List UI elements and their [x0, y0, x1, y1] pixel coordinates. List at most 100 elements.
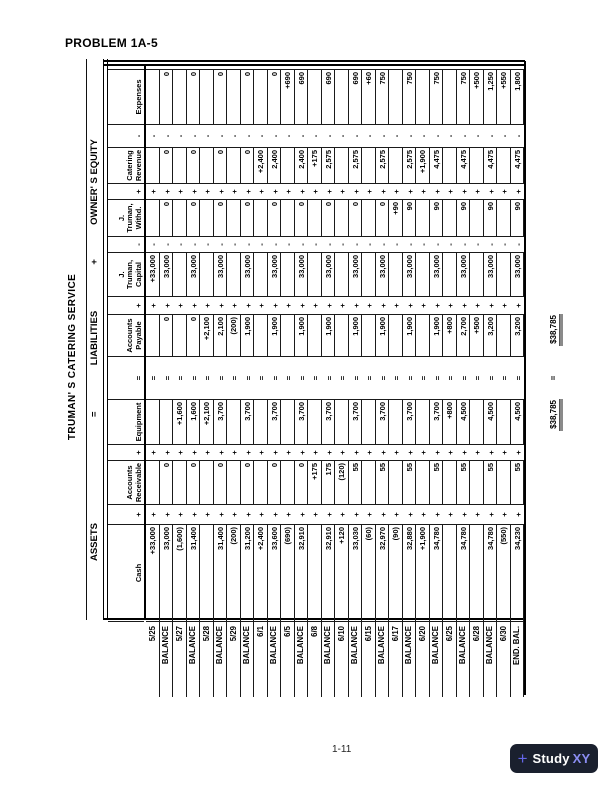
amount-cell	[335, 147, 349, 184]
amount-cell	[335, 69, 349, 125]
amount-cell	[362, 460, 376, 505]
worksheet-row: 5/28 + + +2,100 = +2,100 + - + -	[200, 69, 214, 697]
amount-cell: 55	[510, 460, 524, 505]
worksheet-row: 6/20 +1,900 + + = + - + +1,900-	[416, 69, 430, 697]
amount-cell	[443, 147, 457, 184]
amount-cell	[254, 69, 268, 125]
operator-cell: +	[270, 189, 280, 194]
operator-cell: +	[392, 450, 401, 455]
worksheet-row: 6/28 + + = +500 + - + - +500	[470, 69, 484, 697]
operator-cell: +	[338, 303, 347, 308]
operator-cell: +	[216, 450, 226, 455]
worksheet-row: 5/29 (200) + + = (200) + - + -	[227, 69, 241, 697]
date-cell: END. BAL.	[510, 622, 524, 697]
amount-cell: (90)	[389, 524, 403, 622]
amount-cell: +550	[497, 69, 511, 125]
amount-cell	[335, 399, 349, 445]
date-cell: BALANCE	[186, 622, 200, 697]
operator-cell: +	[351, 450, 361, 455]
amount-cell	[173, 314, 187, 357]
amount-cell: +33,000	[146, 524, 160, 622]
amount-cell: 0	[240, 147, 254, 184]
amount-cell: 4,500	[483, 399, 497, 445]
operator-cell: +	[513, 450, 523, 455]
amount-cell	[173, 147, 187, 184]
column-label: Expenses	[108, 69, 144, 125]
header-operator: +	[133, 303, 143, 308]
amount-cell: 0	[267, 460, 281, 505]
operator-cell: =	[162, 375, 172, 381]
operator-cell: -	[311, 243, 320, 246]
operator-cell: +	[446, 450, 455, 455]
amount-cell	[389, 69, 403, 125]
operator-cell: +	[432, 512, 442, 517]
operator-cell: +	[216, 189, 226, 194]
amount-cell	[335, 252, 349, 297]
amount-cell: 3,700	[240, 399, 254, 445]
amount-cell	[173, 460, 187, 505]
operator-cell: +	[162, 303, 172, 308]
operator-cell: -	[365, 134, 374, 138]
operator-cell: +	[338, 512, 347, 517]
amount-cell: 55	[375, 460, 389, 505]
amount-cell	[470, 524, 484, 622]
amount-cell	[146, 147, 160, 184]
amount-cell	[389, 147, 403, 184]
table-top-rule	[86, 59, 87, 620]
amount-cell: 31,400	[213, 524, 227, 622]
amount-cell: 3,200	[483, 314, 497, 357]
operator-cell: -	[189, 134, 199, 138]
operator-cell: +	[311, 450, 320, 455]
amount-cell	[389, 399, 403, 445]
amount-cell	[497, 252, 511, 297]
operator-cell: -	[392, 134, 401, 138]
amount-cell: 0	[186, 69, 200, 125]
operator-cell: +	[243, 303, 253, 308]
amount-cell: 0	[186, 460, 200, 505]
operator-cell: =	[297, 375, 307, 381]
operator-cell: +	[473, 512, 482, 517]
amount-cell	[200, 252, 214, 297]
operator-cell: -	[338, 243, 347, 246]
worksheet-row: BALANCE 31,200 +0 +3,700 = 1,900 +33,000 - 0 +0 - 0	[240, 69, 254, 697]
section-liabilities: = LIABILITIES +	[89, 259, 100, 417]
amount-cell: 4,475	[456, 147, 470, 184]
operator-cell: +	[378, 303, 388, 308]
operator-cell: +	[324, 189, 334, 194]
operator-cell: +	[486, 189, 496, 194]
amount-cell	[146, 399, 160, 445]
operator-cell: +	[432, 189, 442, 194]
amount-cell: 0	[213, 199, 227, 237]
amount-cell: 0	[159, 460, 173, 505]
date-cell: BALANCE	[402, 622, 416, 697]
column-label: Accounts Payable	[108, 314, 144, 357]
date-cell: 6/30	[497, 622, 511, 697]
amount-cell: +1,600	[173, 399, 187, 445]
operator-cell: +	[365, 512, 374, 517]
date-cell: 6/1	[254, 622, 268, 697]
worksheet-row: BALANCE 31,400 +0 +3,700 = 2,100 +33,000 - 0 +0 - 0	[213, 69, 227, 697]
amount-cell: 32,910	[321, 524, 335, 622]
operator-cell: +	[203, 189, 212, 194]
operator-cell: -	[500, 243, 509, 246]
operator-cell: =	[378, 375, 388, 381]
amount-cell: 33,600	[267, 524, 281, 622]
operator-cell: +	[419, 512, 428, 517]
amount-cell: +120	[335, 524, 349, 622]
amount-cell: (200)	[227, 314, 241, 357]
operator-cell: +	[419, 189, 428, 194]
amount-cell: 690	[294, 69, 308, 125]
amount-cell: 1,900	[348, 314, 362, 357]
operator-cell: -	[324, 243, 334, 246]
operator-cell: -	[405, 243, 415, 246]
operator-cell: +	[162, 512, 172, 517]
operator-cell: +	[338, 189, 347, 194]
operator-cell: +	[513, 303, 523, 308]
amount-cell	[254, 314, 268, 357]
amount-cell	[443, 69, 457, 125]
amount-cell	[416, 314, 430, 357]
amount-cell	[335, 199, 349, 237]
amount-cell: (60)	[362, 524, 376, 622]
operator-cell: +	[419, 303, 428, 308]
